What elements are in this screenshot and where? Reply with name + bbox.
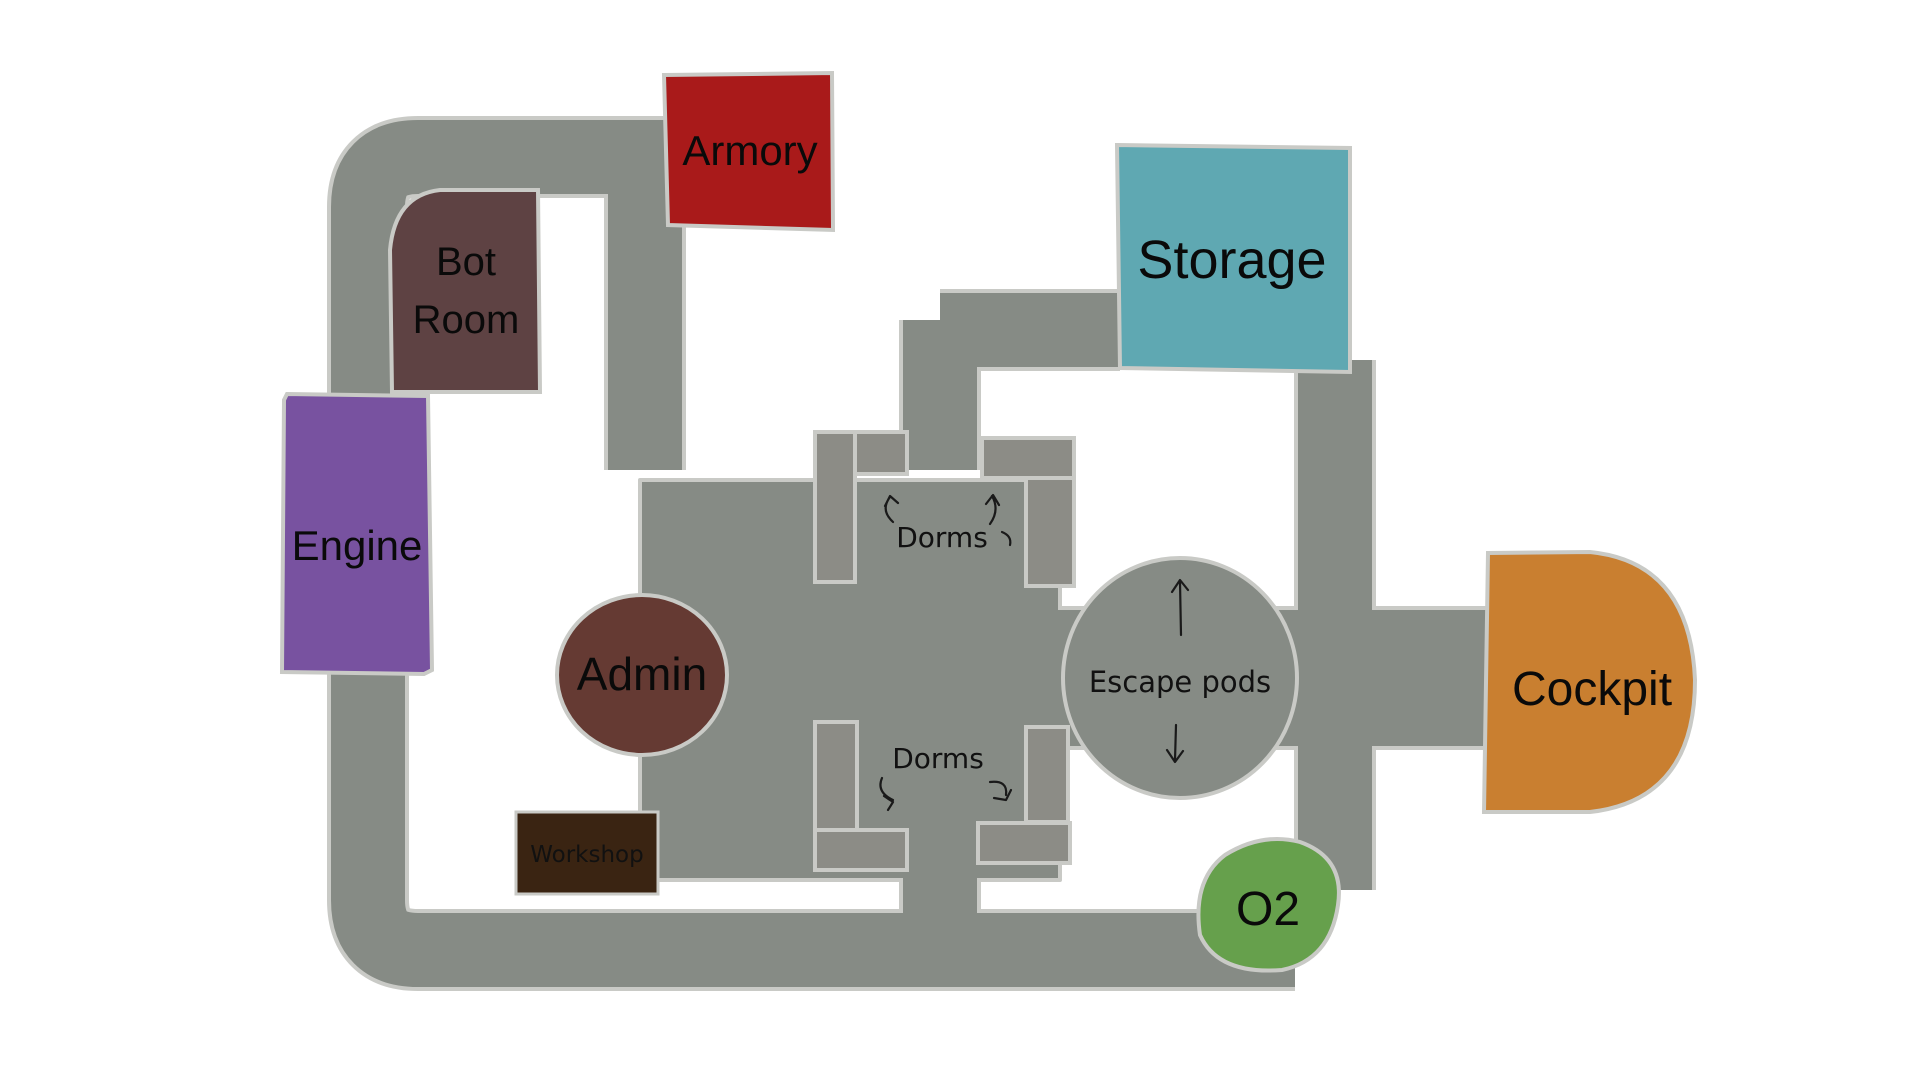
armory-room: Armory <box>661 70 836 233</box>
workshop-label: Workshop <box>530 842 643 868</box>
dorm-bottom-left-arrow <box>879 776 895 812</box>
armory-label: Armory <box>682 127 817 174</box>
cockpit-label: Cockpit <box>1512 663 1672 716</box>
engine-room: Engine <box>279 391 435 677</box>
o2-label: O2 <box>1236 883 1300 936</box>
dorm-bunk <box>1024 476 1076 588</box>
escape-up-arrow <box>1170 578 1190 637</box>
dorm-bunk <box>980 436 1076 480</box>
admin-room: Admin <box>555 593 729 757</box>
admin-label: Admin <box>577 648 707 700</box>
direction-arrows <box>879 493 1190 812</box>
escape-pods-label: Escape pods <box>1089 665 1271 699</box>
dorm-bunk <box>813 828 909 872</box>
dorm-bunk <box>976 821 1072 865</box>
dorms-bottom-label: Dorms <box>892 742 984 775</box>
dorm-bunk <box>1024 725 1070 824</box>
dorm-bunks <box>813 430 1076 872</box>
storage-room: Storage <box>1114 142 1352 375</box>
dorm-top-right-arrow <box>984 493 1001 526</box>
escape-pods-room <box>1061 556 1299 800</box>
workshop-room: Workshop <box>514 810 660 896</box>
engine-label: Engine <box>292 522 423 569</box>
escape-down-arrow <box>1165 723 1185 764</box>
o2-room: O2 <box>1196 837 1341 973</box>
bot-room: Bot Room <box>387 188 543 394</box>
dorm-bunk <box>813 430 857 584</box>
dorm-top-left-arrow <box>883 494 900 524</box>
dorm-bunk <box>813 720 859 834</box>
cockpit-room: Cockpit <box>1481 549 1698 814</box>
bot-room-label-line1: Bot <box>436 240 496 284</box>
dorms-top-label: Dorms <box>896 521 988 554</box>
dorm-top-right-hook <box>1000 530 1012 547</box>
storage-label: Storage <box>1137 230 1326 290</box>
bot-room-label-line2: Room <box>413 298 520 342</box>
dorm-bottom-right-arrow <box>988 780 1013 802</box>
